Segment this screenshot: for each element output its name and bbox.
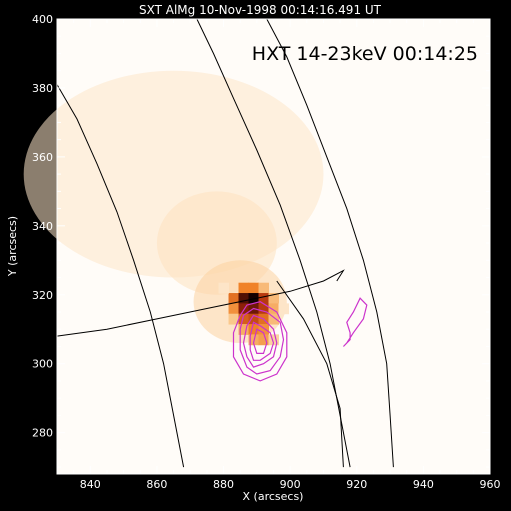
x-tick-label: 860	[146, 478, 167, 491]
heat-pixel-8	[228, 303, 240, 315]
grid-line-3	[56, 269, 345, 337]
heat-pixel-7	[268, 293, 279, 304]
y-tick-label: 300	[32, 358, 53, 371]
heat-pixel-25	[278, 303, 289, 315]
heat-pixel-12	[268, 303, 279, 315]
hxt-contour-3	[252, 328, 268, 354]
heat-pixel-13	[228, 313, 240, 325]
heat-pixel-17	[268, 313, 279, 325]
hxt-contour-1	[242, 314, 278, 368]
heat-pixel-22	[258, 334, 270, 346]
y-tick-label: 400	[32, 13, 53, 26]
y-tick-label: 380	[32, 82, 53, 95]
heat-pixel-18	[238, 324, 250, 335]
axes: 840 860 880 900 920 940 960 280 300 320 340 360 380 4…	[32, 13, 501, 491]
x-tick-label: 960	[480, 478, 501, 491]
x-axis-label: X (arcsecs)	[243, 490, 304, 503]
grid-line-2	[266, 18, 394, 468]
heat-pixel-6	[258, 293, 270, 304]
heat-pixel-11	[258, 303, 270, 315]
heat-pixel-4	[238, 293, 250, 304]
y-tick-label: 320	[32, 289, 53, 302]
x-tick-label: 840	[80, 478, 101, 491]
hxt-contour-2	[249, 321, 275, 361]
x-tick-label: 920	[346, 478, 367, 491]
diffuse-emission-layer	[23, 70, 324, 344]
hxt-contours	[232, 297, 368, 382]
y-axis-label: Y (arcsecs)	[6, 216, 19, 277]
grid-line-0	[56, 84, 185, 468]
heat-pixel-20	[258, 324, 270, 335]
grid-line-4	[276, 280, 344, 468]
grid-line-1	[196, 18, 351, 468]
hxt-contour-4	[232, 301, 288, 382]
hxt-contour-0	[239, 307, 285, 375]
hxt-contour-5	[342, 297, 368, 347]
heat-pixel-15	[248, 313, 260, 325]
heat-pixel-23	[268, 334, 279, 346]
heliographic-grid	[56, 18, 394, 468]
chart-title: SXT AlMg 10-Nov-1998 00:14:16.491 UT	[139, 3, 382, 17]
heat-pixel-1	[248, 282, 260, 294]
y-tick-label: 280	[32, 427, 53, 440]
heat-pixel-9	[238, 303, 250, 315]
y-tick-label: 360	[32, 151, 53, 164]
heat-pixel-24	[218, 282, 230, 294]
heat-pixel-3	[228, 293, 240, 304]
heat-pixel-0	[238, 282, 250, 294]
heat-pixel-14	[238, 313, 250, 325]
x-tick-label: 940	[413, 478, 434, 491]
x-tick-label: 900	[280, 478, 301, 491]
y-tick-label: 340	[32, 220, 53, 233]
heat-pixel-19	[248, 324, 260, 335]
hxt-annotation: HXT 14-23keV 00:14:25	[252, 43, 478, 65]
plot-area: HXT 14-23keV 00:14:25	[23, 18, 490, 474]
heat-pixel-2	[258, 282, 270, 294]
x-tick-label: 880	[213, 478, 234, 491]
